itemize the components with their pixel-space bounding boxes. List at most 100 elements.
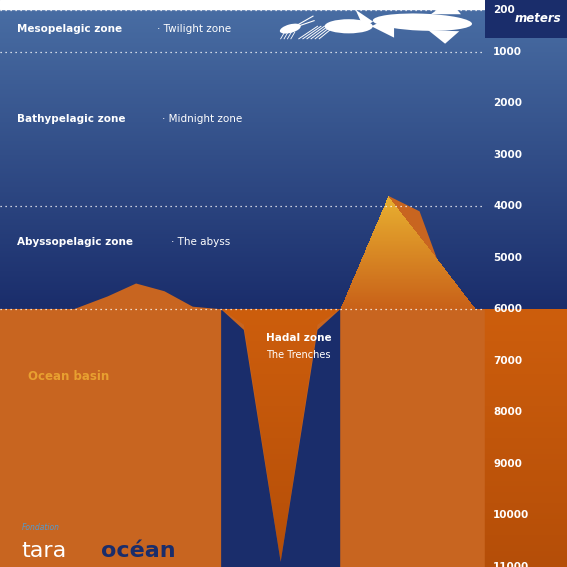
Polygon shape <box>358 267 444 268</box>
Bar <box>0 291 567 292</box>
Bar <box>0 559 567 560</box>
Bar <box>0 400 567 401</box>
Ellipse shape <box>324 19 373 33</box>
Bar <box>0 405 567 406</box>
Polygon shape <box>349 287 460 288</box>
Bar <box>0 227 567 228</box>
Bar <box>0 26 567 27</box>
Bar <box>0 77 567 78</box>
Bar <box>0 505 567 506</box>
Polygon shape <box>373 231 416 232</box>
Bar <box>0 19 567 20</box>
Bar <box>0 366 567 367</box>
Bar <box>0 479 567 480</box>
Polygon shape <box>351 284 457 285</box>
Polygon shape <box>383 208 398 209</box>
Bar <box>0 37 567 38</box>
Bar <box>0 392 567 393</box>
Bar <box>0 294 567 295</box>
Bar <box>0 17 567 18</box>
Bar <box>0 520 567 521</box>
Bar <box>0 310 567 311</box>
Bar <box>0 276 567 277</box>
Bar <box>0 324 567 325</box>
Bar <box>0 284 567 285</box>
Bar <box>0 109 567 110</box>
Bar <box>0 497 567 498</box>
Bar <box>0 185 567 187</box>
Bar <box>0 32 567 33</box>
Bar <box>0 90 567 91</box>
Bar <box>0 246 567 247</box>
Bar <box>0 266 567 268</box>
Bar <box>0 253 567 255</box>
Bar <box>0 285 567 286</box>
Polygon shape <box>370 238 421 239</box>
Bar <box>0 426 567 427</box>
Bar <box>0 535 567 536</box>
Polygon shape <box>359 265 442 266</box>
Bar <box>0 393 567 394</box>
Bar <box>0 536 567 537</box>
Bar <box>0 100 567 101</box>
Bar <box>0 370 567 371</box>
Bar <box>0 437 567 438</box>
Bar <box>0 18 567 19</box>
Bar <box>0 469 567 471</box>
Bar <box>0 330 567 331</box>
Bar <box>0 240 567 241</box>
Bar <box>0 278 567 279</box>
Bar <box>0 367 567 368</box>
Bar <box>0 242 567 243</box>
Bar <box>0 490 567 491</box>
Bar <box>0 345 567 346</box>
Bar <box>0 47 567 48</box>
Bar <box>0 204 567 205</box>
Bar <box>0 221 567 222</box>
Polygon shape <box>374 230 415 231</box>
Bar <box>0 512 567 513</box>
Bar <box>0 65 567 66</box>
Bar <box>0 60 567 61</box>
Bar <box>0 404 567 405</box>
Bar <box>0 524 567 525</box>
Bar <box>0 192 567 193</box>
Bar <box>0 301 567 302</box>
Bar <box>0 395 567 396</box>
Bar <box>0 22 567 23</box>
Bar <box>0 454 567 455</box>
Bar <box>0 280 567 281</box>
Bar <box>0 443 567 444</box>
Bar <box>0 273 567 274</box>
Polygon shape <box>340 308 476 309</box>
Bar <box>0 456 567 457</box>
Bar <box>0 320 567 321</box>
Bar <box>0 154 567 155</box>
Bar <box>0 168 567 170</box>
Bar <box>0 428 567 429</box>
Bar <box>0 340 567 341</box>
Bar <box>0 29 567 30</box>
Bar <box>0 279 567 280</box>
Bar <box>0 415 567 416</box>
Bar <box>0 485 567 486</box>
Bar <box>0 41 567 42</box>
Bar <box>0 110 567 111</box>
Bar <box>0 73 567 74</box>
Bar <box>0 484 567 485</box>
Bar <box>0 6 567 7</box>
Bar <box>0 42 567 43</box>
Bar <box>0 548 567 549</box>
Bar <box>0 69 567 70</box>
Polygon shape <box>378 220 407 221</box>
Bar <box>0 188 567 189</box>
Bar <box>0 214 567 215</box>
Bar <box>0 194 567 195</box>
Bar <box>0 190 567 191</box>
Bar <box>0 282 567 283</box>
Bar <box>0 561 567 562</box>
FancyBboxPatch shape <box>485 0 567 38</box>
Polygon shape <box>364 252 432 253</box>
Bar <box>0 269 567 270</box>
Bar <box>0 33 567 34</box>
